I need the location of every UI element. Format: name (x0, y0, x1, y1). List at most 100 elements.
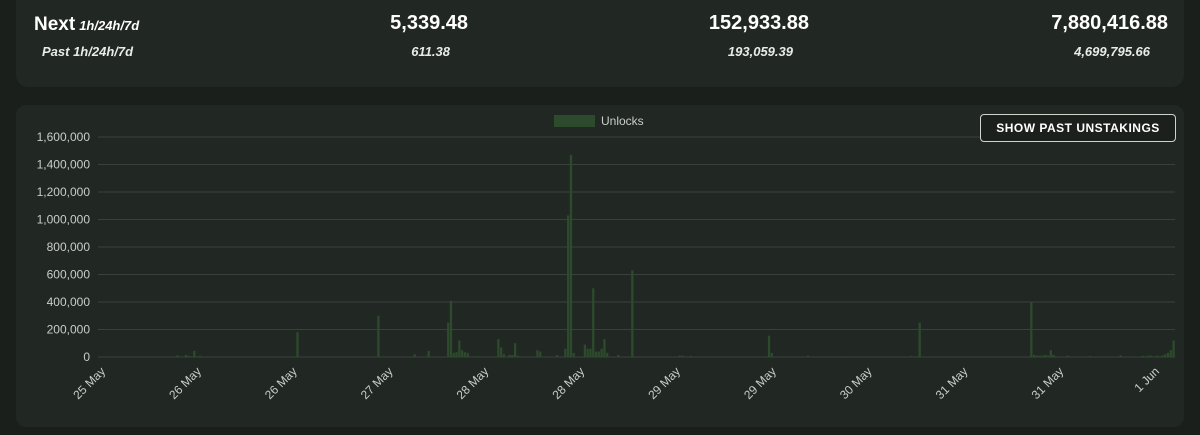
x-tick-label: 30 May (837, 364, 875, 402)
past-1h-value: 611.38 (411, 44, 450, 59)
y-tick-label: 1,200,000 (37, 185, 91, 199)
bar (156, 356, 160, 358)
bar (1141, 355, 1145, 357)
bar (770, 352, 773, 357)
bar (187, 355, 190, 357)
bar (463, 352, 467, 357)
bar (142, 356, 146, 358)
next-24h-value: 152,933.88 (708, 12, 809, 34)
bar (681, 355, 684, 357)
bar (377, 315, 380, 357)
legend-label: Unlocks (601, 114, 644, 128)
bar (843, 356, 846, 358)
bar (176, 355, 179, 357)
y-tick-label: 1,000,000 (37, 213, 91, 227)
bar (449, 300, 453, 357)
x-tick-label: 31 May (933, 364, 971, 402)
past-7d-value: 4,699,795.66 (1074, 44, 1150, 59)
chart-card (16, 105, 1184, 427)
bar (597, 351, 600, 357)
bar (1035, 355, 1039, 357)
bar (455, 352, 458, 357)
bar (502, 354, 506, 357)
bar (1158, 356, 1161, 358)
bar (583, 344, 587, 357)
bar (193, 350, 196, 357)
bar (508, 354, 511, 357)
x-tick-label: 28 May (454, 364, 492, 402)
y-tick-label: 800,000 (47, 240, 91, 254)
bar (1166, 352, 1170, 357)
bar (413, 354, 416, 357)
bar (452, 352, 455, 357)
y-tick-label: 1,400,000 (37, 158, 91, 172)
bar (600, 348, 603, 357)
bar (536, 350, 539, 357)
bar (1172, 340, 1175, 357)
bar (1161, 355, 1164, 357)
bar (296, 332, 299, 357)
x-tick-label: 1 Jun (1131, 364, 1162, 395)
bar (988, 356, 991, 358)
bar (1088, 355, 1092, 357)
x-tick-label: 26 May (262, 364, 300, 402)
y-tick-label: 400,000 (47, 295, 91, 309)
y-tick-label: 600,000 (47, 268, 91, 282)
next-label-text: Next (34, 14, 76, 35)
bar (555, 354, 559, 357)
x-tick-label: 26 May (166, 364, 204, 402)
bar (1119, 355, 1122, 357)
bar (572, 352, 575, 357)
bar (678, 355, 681, 357)
bar (1041, 355, 1044, 357)
bar (497, 339, 500, 357)
bar (689, 355, 693, 357)
bar (1144, 356, 1147, 358)
next-range: 1h/24h/7d (79, 18, 140, 33)
bar (1049, 350, 1052, 357)
bar (427, 350, 430, 357)
bar (184, 354, 188, 357)
bar (1046, 355, 1050, 357)
bar (472, 356, 475, 358)
next-7d-value: 7,880,416.88 (1051, 12, 1168, 34)
bar (1150, 355, 1153, 357)
bar (511, 354, 514, 357)
show-past-unstakings-button[interactable]: SHOW PAST UNSTAKINGS (980, 114, 1176, 142)
bar (513, 343, 517, 357)
past-24h-value: 193,059.39 (727, 44, 793, 59)
bar (539, 351, 542, 357)
bar (447, 322, 450, 357)
bar (1032, 354, 1036, 357)
legend-swatch (554, 115, 595, 127)
x-tick-label: 28 May (549, 364, 587, 402)
next-1h-value: 5,339.48 (390, 12, 468, 34)
bar (1052, 354, 1055, 357)
bar (566, 215, 570, 357)
bar (1030, 302, 1033, 357)
bar (207, 356, 210, 358)
bar (460, 350, 464, 357)
x-tick-label: 27 May (358, 364, 396, 402)
bar (606, 352, 609, 357)
bar (466, 352, 469, 357)
bar (592, 288, 595, 357)
bar (500, 347, 503, 357)
bar (918, 322, 921, 357)
past-label: Past 1h/24h/7d (42, 44, 134, 59)
bar (198, 355, 201, 357)
y-tick-label: 1,600,000 (37, 130, 91, 144)
bar (564, 348, 567, 357)
bar (1044, 354, 1047, 357)
bar (519, 356, 522, 358)
bar (1066, 355, 1069, 357)
bar (1038, 355, 1041, 357)
bar (617, 354, 620, 357)
bar (276, 356, 280, 358)
bar (1164, 354, 1167, 357)
unlock-stats-card (16, 0, 1184, 87)
bar (516, 355, 520, 357)
bar (477, 356, 481, 358)
bar (910, 355, 913, 357)
